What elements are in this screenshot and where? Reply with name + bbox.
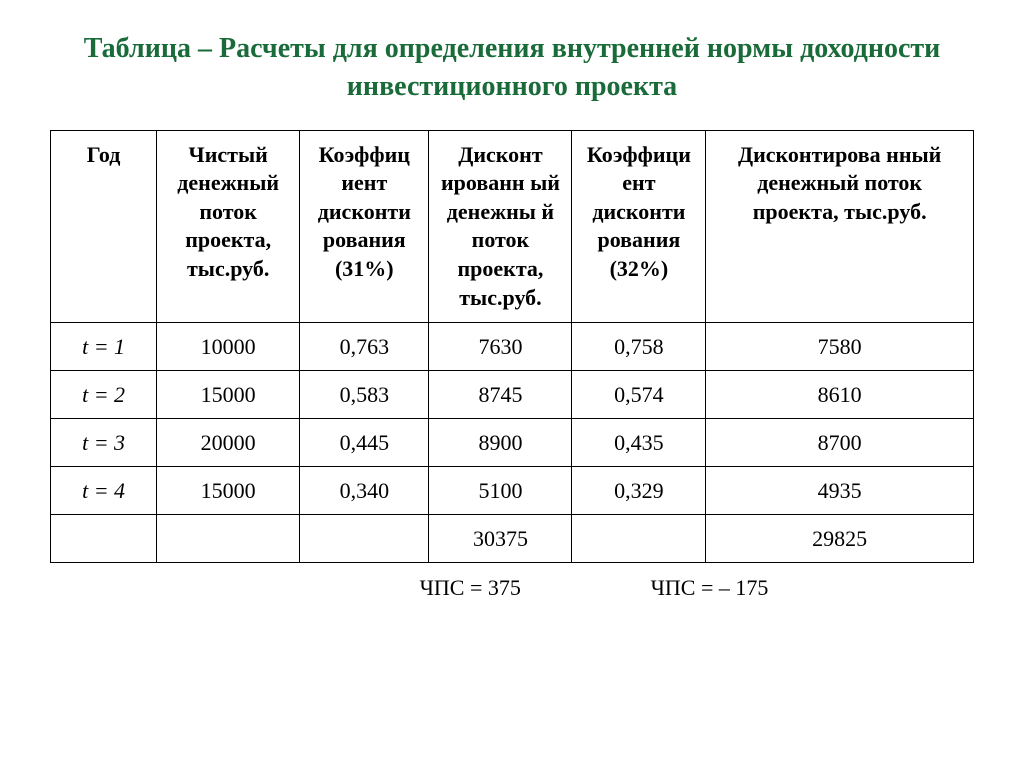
table-row: t = 3 20000 0,445 8900 0,435 8700 (51, 419, 974, 467)
cell-total-dcf31: 30375 (429, 515, 572, 563)
col-dcf31: Дисконт ированн ый денежны й поток проек… (429, 130, 572, 323)
page-title: Таблица – Расчеты для определения внутре… (50, 30, 974, 106)
npv-32: ЧПС = – 175 (651, 575, 928, 601)
col-dcf32: Дисконтирова нный денежный поток проекта… (706, 130, 974, 323)
cell-empty (300, 515, 429, 563)
cell-cf: 15000 (157, 371, 300, 419)
table-row: t = 4 15000 0,340 5100 0,329 4935 (51, 467, 974, 515)
cell-k31: 0,340 (300, 467, 429, 515)
cell-k32: 0,574 (572, 371, 706, 419)
cell-empty (51, 515, 157, 563)
cell-k31: 0,583 (300, 371, 429, 419)
cell-k32: 0,435 (572, 419, 706, 467)
npv-31: ЧПС = 375 (420, 575, 651, 601)
cell-total-dcf32: 29825 (706, 515, 974, 563)
cell-dcf31: 8900 (429, 419, 572, 467)
cell-empty (572, 515, 706, 563)
footer-npv: ЧПС = 375 ЧПС = – 175 (50, 575, 974, 601)
cell-k32: 0,758 (572, 323, 706, 371)
cell-year: t = 2 (51, 371, 157, 419)
table-row: t = 2 15000 0,583 8745 0,574 8610 (51, 371, 974, 419)
table-row: t = 1 10000 0,763 7630 0,758 7580 (51, 323, 974, 371)
cell-cf: 20000 (157, 419, 300, 467)
cell-k31: 0,763 (300, 323, 429, 371)
table-header-row: Год Чистый денежный поток проекта, тыс.р… (51, 130, 974, 323)
cell-dcf32: 7580 (706, 323, 974, 371)
cell-dcf31: 5100 (429, 467, 572, 515)
col-year: Год (51, 130, 157, 323)
cell-k32: 0,329 (572, 467, 706, 515)
cell-k31: 0,445 (300, 419, 429, 467)
cell-year: t = 3 (51, 419, 157, 467)
irr-table: Год Чистый денежный поток проекта, тыс.р… (50, 130, 974, 564)
cell-dcf32: 4935 (706, 467, 974, 515)
table-total-row: 30375 29825 (51, 515, 974, 563)
cell-dcf31: 8745 (429, 371, 572, 419)
col-cashflow: Чистый денежный поток проекта, тыс.руб. (157, 130, 300, 323)
cell-cf: 10000 (157, 323, 300, 371)
col-coef31: Коэффиц иент дисконти рования (31%) (300, 130, 429, 323)
cell-empty (157, 515, 300, 563)
col-coef32: Коэффици ент дисконти рования (32%) (572, 130, 706, 323)
cell-dcf32: 8700 (706, 419, 974, 467)
cell-cf: 15000 (157, 467, 300, 515)
cell-dcf31: 7630 (429, 323, 572, 371)
cell-year: t = 1 (51, 323, 157, 371)
cell-dcf32: 8610 (706, 371, 974, 419)
cell-year: t = 4 (51, 467, 157, 515)
